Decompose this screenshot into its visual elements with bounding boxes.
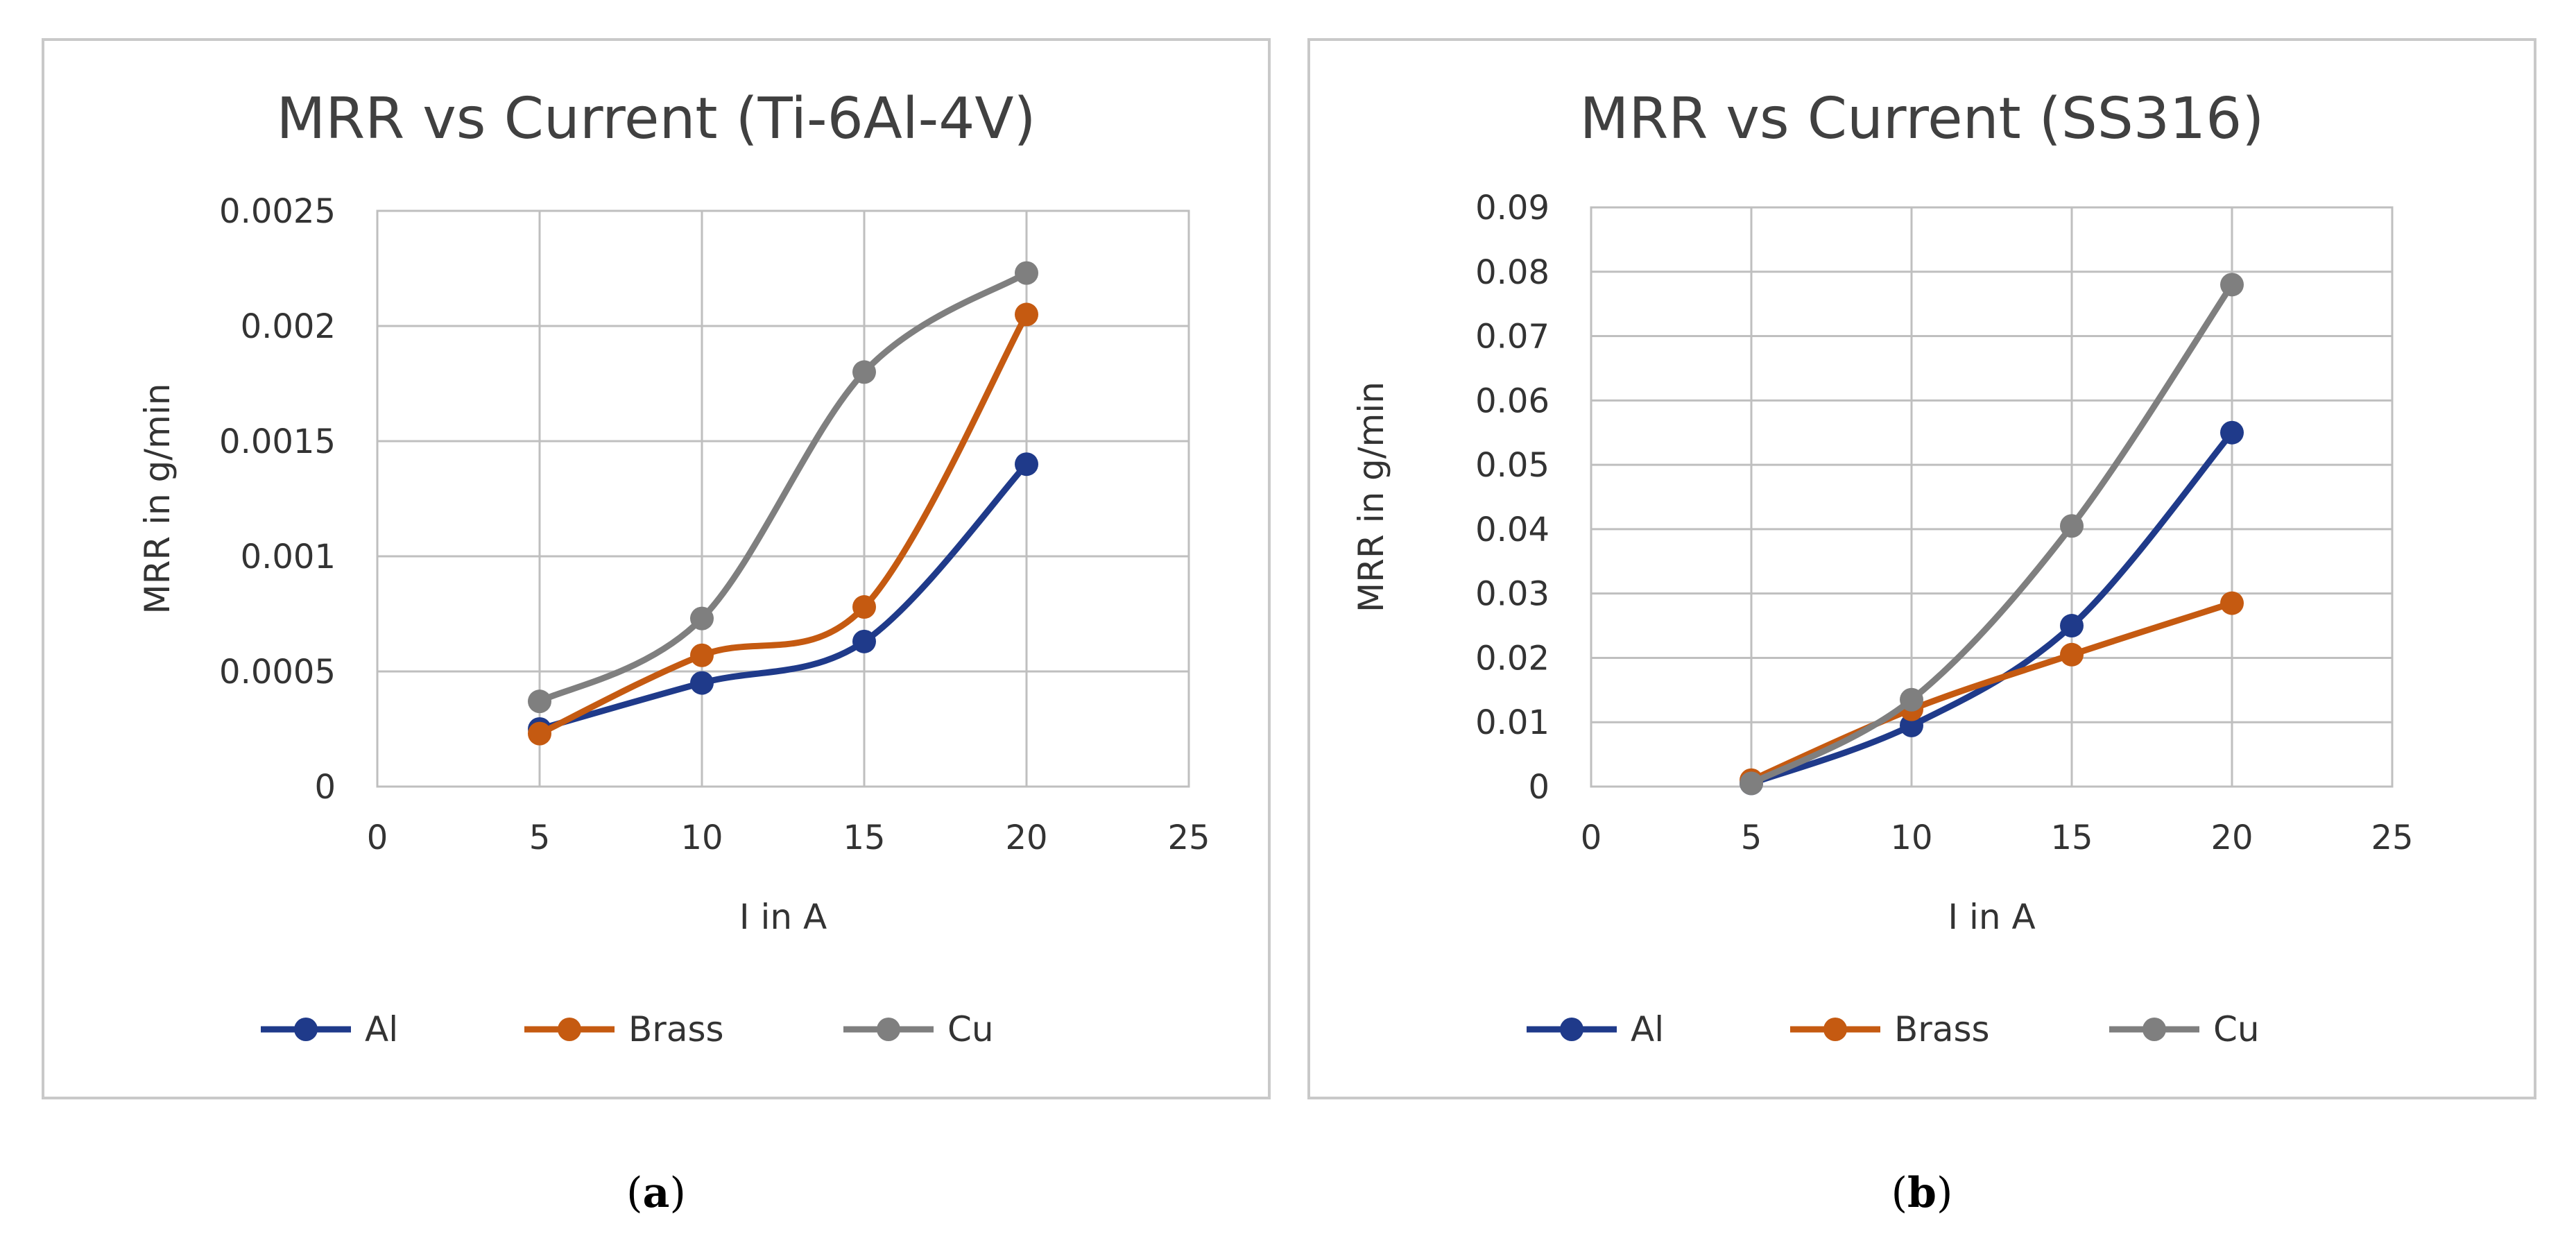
chart-a-series-al-point-3 — [1015, 452, 1038, 477]
chart-a-series-al-point-2 — [852, 629, 876, 653]
chart-a-ylabel: MRR in g/min — [137, 384, 178, 615]
chart-b-ytick-6: 0.06 — [1475, 381, 1549, 420]
chart-a-legend-label-brass: Brass — [628, 1009, 724, 1049]
chart-b-legend-item-cu: Cu — [2109, 1009, 2260, 1049]
chart-a-series-brass-point-2 — [852, 595, 876, 619]
chart-b-title: MRR vs Current (SS316) — [1580, 86, 2265, 152]
chart-b-series-cu-line — [1748, 281, 2235, 787]
chart-b-series-brass-point-3 — [2220, 591, 2244, 615]
chart-a-xtick-0: 0 — [367, 818, 388, 857]
chart-b-xtick-2: 10 — [1890, 818, 1932, 857]
chart-a-xtick-2: 10 — [680, 818, 723, 857]
chart-a-series-al-point-1 — [690, 671, 714, 695]
chart-b-xtick-0: 0 — [1581, 818, 1602, 857]
chart-a-legend-marker-al — [294, 1018, 318, 1041]
chart-b-xtick-4: 20 — [2210, 818, 2253, 857]
chart-b-xtick-1: 5 — [1741, 818, 1762, 857]
chart-b-xtick-3: 15 — [2050, 818, 2093, 857]
chart-a-series-cu-point-3 — [1015, 261, 1038, 285]
chart-a-series-cu-point-0 — [528, 689, 551, 714]
chart-a-legend-item-al: Al — [261, 1009, 398, 1049]
chart-b-xlabel: I in A — [1948, 897, 2035, 937]
chart-a-svg: MRR vs Current (Ti-6Al-4V) 0 5 10 15 20 25 0 0.0… — [137, 86, 1210, 1049]
chart-a-xtick-1: 5 — [529, 818, 551, 857]
chart-a-series-cu-point-1 — [690, 606, 714, 631]
chart-b-ylabel: MRR in g/min — [1351, 381, 1391, 612]
caption-a-label: a — [642, 1169, 670, 1217]
chart-a-xtick-4: 20 — [1005, 818, 1047, 857]
chart-a-legend-label-al: Al — [365, 1009, 398, 1049]
chart-b-legend-marker-brass — [1823, 1018, 1847, 1041]
chart-a-series-cu-point-2 — [852, 360, 876, 384]
chart-a-legend-item-brass: Brass — [524, 1009, 724, 1049]
chart-a-plot-area — [376, 209, 1190, 788]
chart-a-legend-label-cu: Cu — [947, 1009, 994, 1049]
chart-a-series-brass-point-1 — [690, 643, 714, 667]
chart-a-series-brass-point-3 — [1015, 302, 1038, 327]
chart-b-ytick-4: 0.04 — [1475, 511, 1549, 549]
chart-a-legend-marker-cu — [877, 1018, 900, 1041]
chart-a-ytick-2: 0.001 — [241, 538, 336, 576]
chart-b-series-al-line — [1748, 429, 2235, 787]
chart-b-legend-item-brass: Brass — [1790, 1009, 1990, 1049]
chart-a-xlabel: I in A — [739, 897, 827, 937]
chart-a-ytick-4: 0.002 — [241, 307, 336, 346]
chart-b-series-al-point-3 — [2220, 420, 2244, 445]
chart-b-ytick-1: 0.01 — [1475, 703, 1549, 742]
chart-b-ytick-7: 0.07 — [1475, 318, 1549, 357]
chart-b-plot-area — [1590, 206, 2394, 788]
chart-b-series-brass-point-2 — [2060, 642, 2084, 667]
chart-b-legend-label-al: Al — [1631, 1009, 1664, 1049]
chart-b-series-cu-point-0 — [1740, 771, 1763, 796]
chart-a-xtick-5: 25 — [1167, 818, 1210, 857]
chart-b-ytick-3: 0.03 — [1475, 575, 1549, 614]
chart-b-svg: MRR vs Current (SS316) 0 5 10 15 20 25 0 0.01 0.0… — [1351, 86, 2414, 1049]
chart-a-title: MRR vs Current (Ti-6Al-4V) — [277, 86, 1036, 152]
chart-a-ytick-3: 0.0015 — [219, 422, 336, 461]
chart-a-legend-item-cu: Cu — [843, 1009, 994, 1049]
chart-a-ytick-1: 0.0005 — [219, 653, 336, 692]
caption-a: (a) — [626, 1169, 686, 1217]
chart-a-series-al-line — [536, 461, 1030, 732]
chart-a-series-brass-point-0 — [528, 721, 551, 746]
chart-b-ytick-0: 0 — [1528, 768, 1549, 807]
chart-a-series-cu-line — [536, 270, 1030, 705]
chart-b-series-cu-point-2 — [2060, 514, 2084, 538]
chart-b-legend-item-al: Al — [1527, 1009, 1664, 1049]
chart-b-legend-label-brass: Brass — [1894, 1009, 1990, 1049]
chart-b-series-cu-point-3 — [2220, 273, 2244, 297]
chart-panel-b: MRR vs Current (SS316) 0 5 10 15 20 25 0 0.01 0.0… — [1307, 38, 2536, 1099]
chart-b-xtick-5: 25 — [2371, 818, 2413, 857]
chart-a-series-brass-line — [536, 311, 1030, 737]
chart-b-legend-marker-cu — [2143, 1018, 2166, 1041]
chart-a-ytick-0: 0 — [314, 768, 336, 807]
caption-b-label: b — [1907, 1169, 1937, 1217]
chart-b-series-cu-point-1 — [1900, 687, 1923, 712]
chart-b-legend-marker-al — [1560, 1018, 1583, 1041]
chart-b-series-al-point-2 — [2060, 614, 2084, 638]
chart-b-legend-label-cu: Cu — [2213, 1009, 2260, 1049]
chart-a-ytick-5: 0.0025 — [219, 192, 336, 231]
chart-b-ytick-8: 0.08 — [1475, 253, 1549, 292]
chart-panel-a: MRR vs Current (Ti-6Al-4V) 0 5 10 15 20 25 0 0.0… — [42, 38, 1271, 1099]
chart-b-series-brass-line — [1748, 600, 2235, 784]
chart-b-ytick-5: 0.05 — [1475, 446, 1549, 485]
chart-a-xtick-3: 15 — [843, 818, 885, 857]
chart-a-legend-marker-brass — [558, 1018, 581, 1041]
chart-b-ytick-2: 0.02 — [1475, 639, 1549, 678]
chart-b-ytick-9: 0.09 — [1475, 189, 1549, 228]
caption-b: (b) — [1891, 1169, 1953, 1217]
